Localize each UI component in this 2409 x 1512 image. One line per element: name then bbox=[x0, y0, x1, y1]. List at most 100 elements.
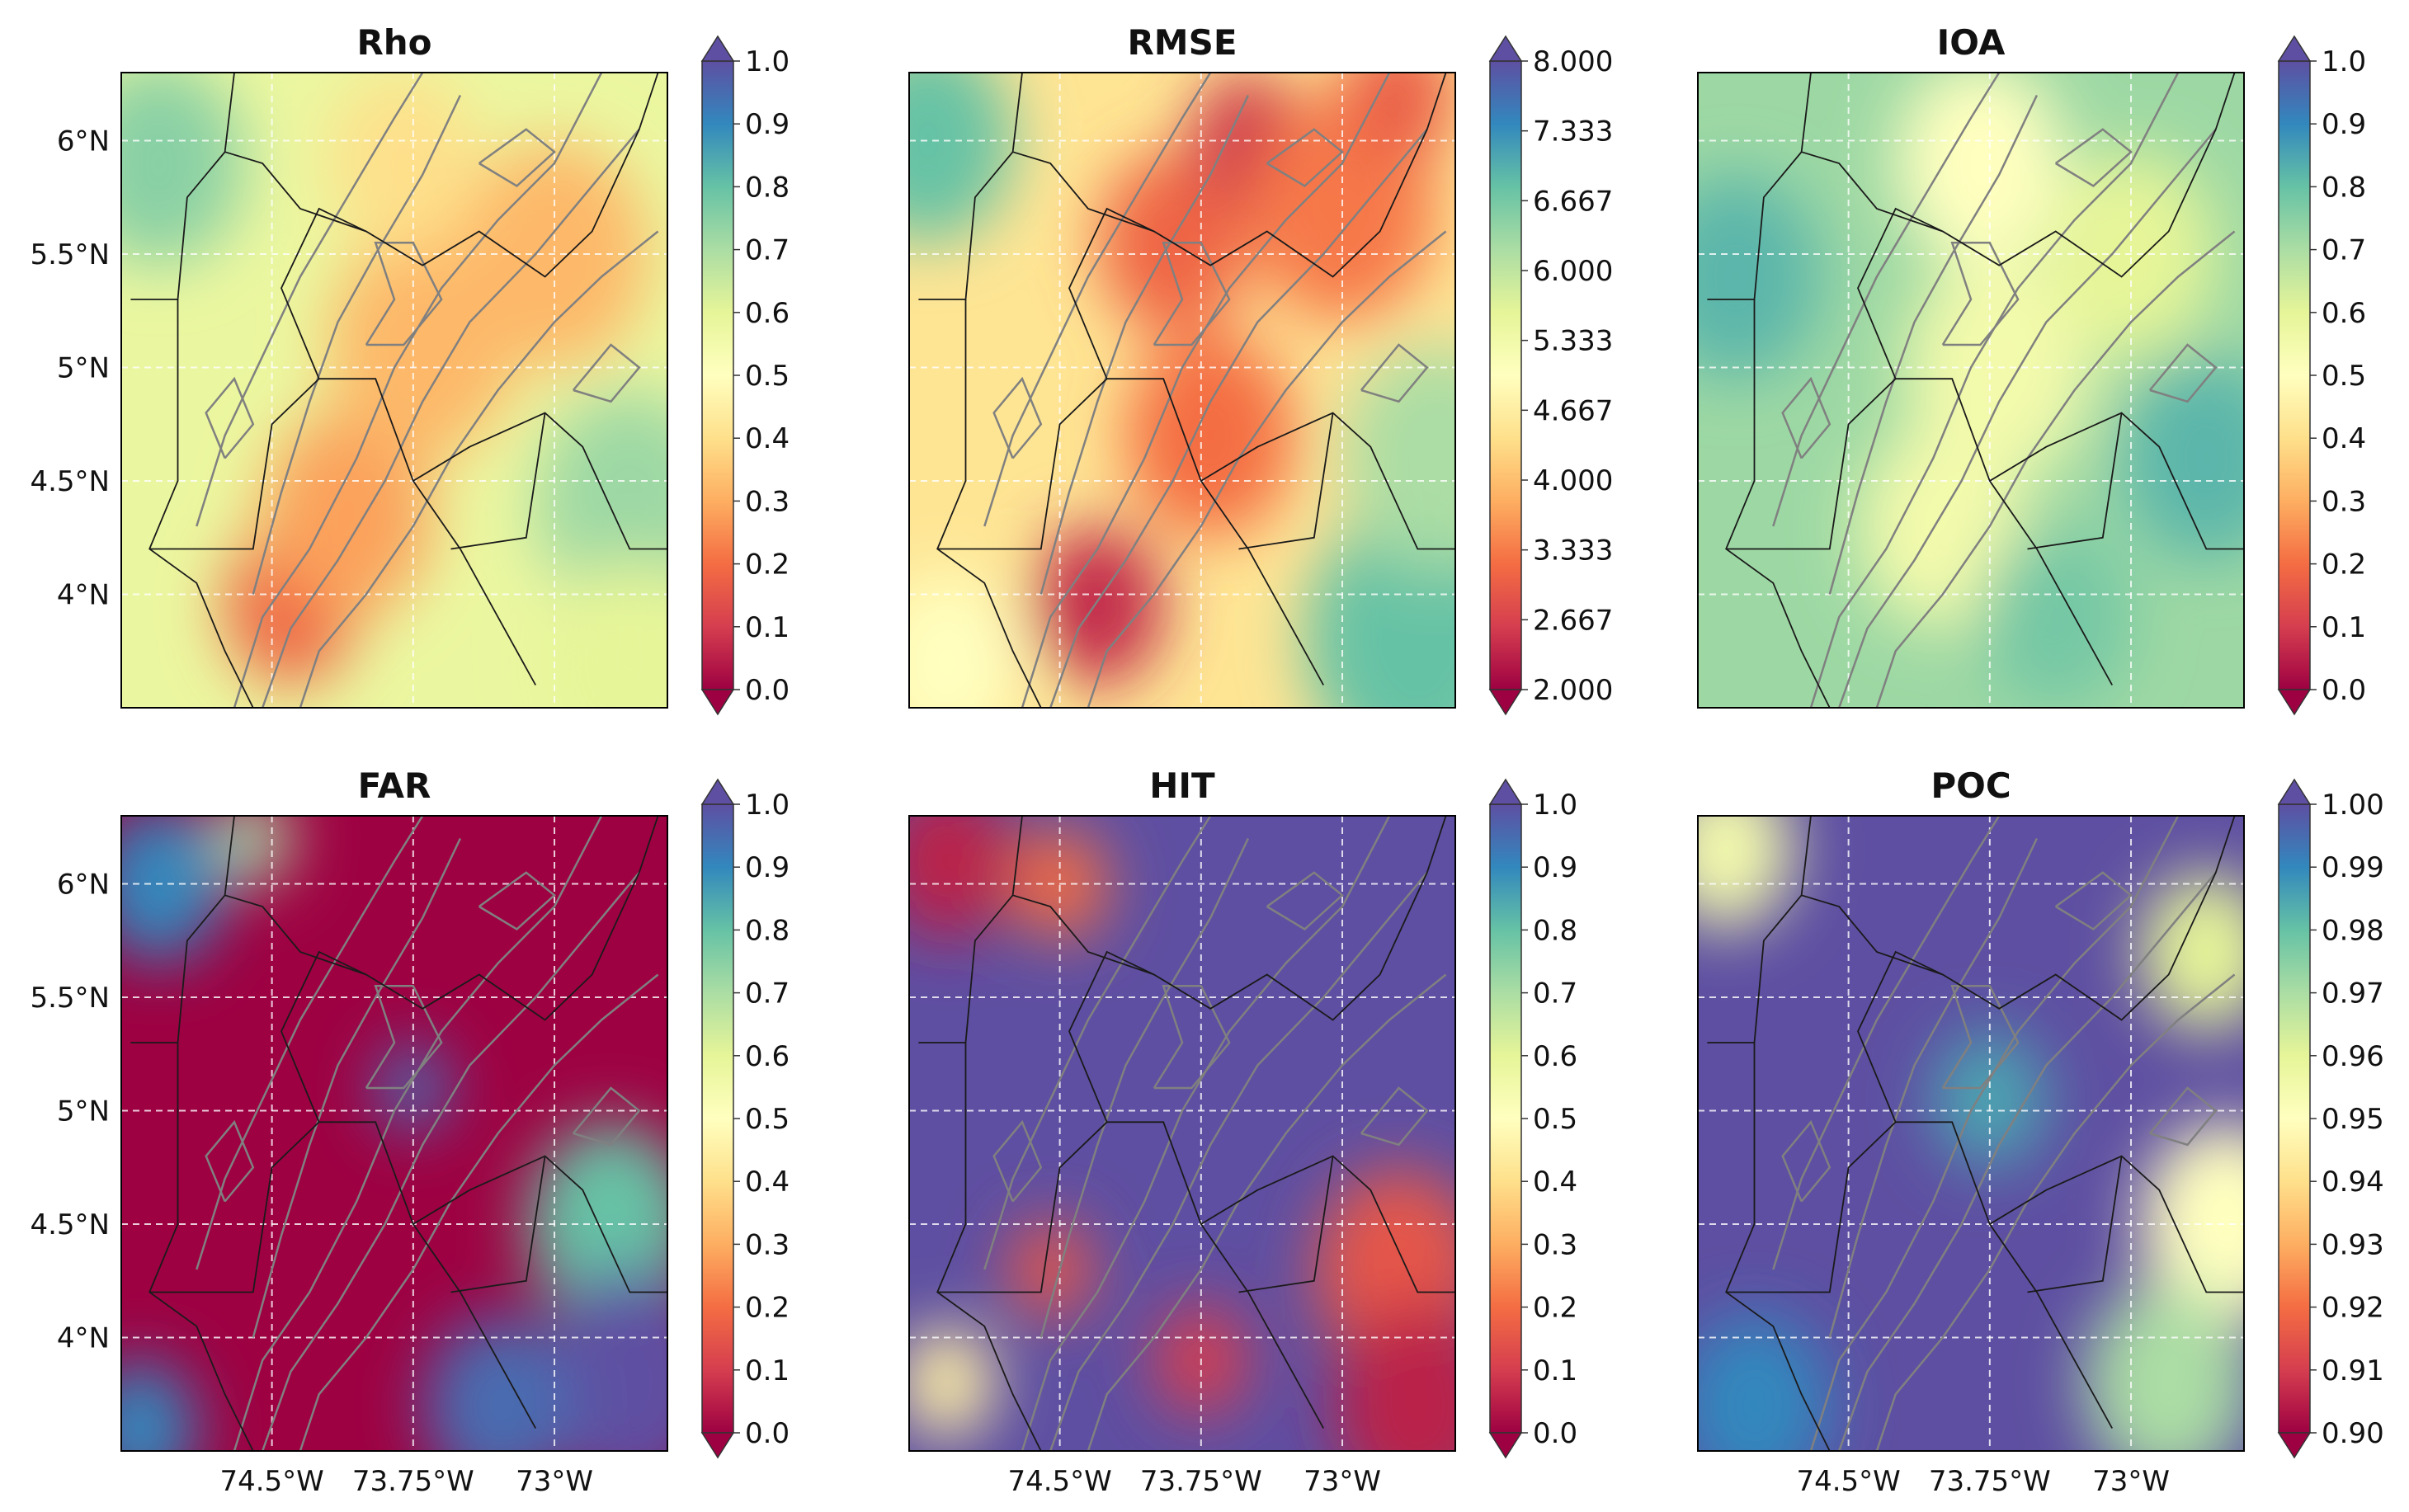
colorbar-tick-label: 0.8 bbox=[1533, 914, 1577, 947]
colorbar-tick-label: 0.90 bbox=[2322, 1417, 2384, 1450]
panel-title: HIT bbox=[1149, 765, 1215, 806]
axes-frame bbox=[120, 815, 668, 1452]
panel-title: FAR bbox=[358, 765, 431, 806]
colorbar-tick-label: 0.8 bbox=[745, 914, 790, 947]
colorbar-tick-label: 0.93 bbox=[2322, 1228, 2384, 1261]
colorbar-tick-label: 0.94 bbox=[2322, 1166, 2384, 1199]
terrain-contour bbox=[1809, 73, 2180, 708]
colorbar-tick-label: 0.2 bbox=[745, 1292, 790, 1325]
colorbar-tick-label: 0.91 bbox=[2322, 1354, 2384, 1387]
colorbar-tick-label: 0.2 bbox=[2322, 549, 2366, 582]
colorbar-tick-label: 0.0 bbox=[745, 674, 790, 707]
colorbar-tick-label: 0.4 bbox=[2322, 422, 2366, 455]
axes-frame bbox=[908, 72, 1456, 709]
colorbar-tick-label: 0.1 bbox=[1533, 1354, 1577, 1387]
colorbar-tick-label: 0.3 bbox=[745, 1228, 790, 1261]
terrain-contour bbox=[983, 73, 1212, 527]
terrain-contour bbox=[1838, 129, 2217, 708]
terrain-contour bbox=[252, 94, 462, 595]
field-anomaly bbox=[2121, 356, 2244, 561]
admin-border bbox=[918, 73, 1023, 300]
lat-tick-label: 6°N bbox=[57, 125, 110, 158]
terrain-contour bbox=[1049, 129, 1428, 708]
colorbar-tick-label: 0.6 bbox=[745, 297, 790, 330]
colorbar-tick-label: 4.667 bbox=[1533, 394, 1613, 427]
colorbar-tick-label: 8.000 bbox=[1533, 45, 1613, 78]
field-anomaly bbox=[121, 73, 244, 266]
field-anomaly bbox=[1342, 73, 1455, 163]
field-anomaly bbox=[1858, 424, 2028, 629]
colorbar-tick-label: 0.4 bbox=[1533, 1166, 1577, 1199]
colorbar-tick-label: 0.7 bbox=[745, 977, 790, 1010]
admin-border bbox=[1238, 1156, 1334, 1293]
admin-border bbox=[412, 1155, 667, 1293]
colorbar-tick-label: 0.0 bbox=[2322, 674, 2366, 707]
terrain-contour bbox=[1266, 128, 1344, 188]
colorbar-tick-label: 0.92 bbox=[2322, 1292, 2384, 1325]
colorbar-max-extend bbox=[2277, 778, 2312, 805]
lat-tick-label: 6°N bbox=[57, 869, 110, 902]
terrain-contour bbox=[365, 242, 443, 346]
colorbar-tick-label: 0.9 bbox=[745, 851, 790, 884]
colorbar-tick-label: 6.000 bbox=[1533, 255, 1613, 288]
lat-tick-label: 4.5°N bbox=[30, 1208, 110, 1241]
lat-tick-label: 5.5°N bbox=[30, 982, 110, 1015]
terrain-contour bbox=[2148, 343, 2218, 403]
colorbar-tick-label: 3.333 bbox=[1533, 535, 1613, 568]
lon-tick-label: 73°W bbox=[1304, 1465, 1381, 1498]
admin-border bbox=[148, 1043, 254, 1451]
admin-border bbox=[450, 1156, 546, 1293]
admin-border bbox=[148, 299, 254, 708]
admin-border bbox=[130, 816, 235, 1043]
axes-frame bbox=[1697, 72, 2245, 709]
colorbar-min-extend bbox=[2277, 689, 2312, 716]
colorbar-min-extend bbox=[1488, 1432, 1523, 1459]
colorbar-tick-label: 0.0 bbox=[745, 1417, 790, 1450]
lat-tick-label: 4.5°N bbox=[30, 465, 110, 498]
terrain-contour bbox=[1772, 816, 2001, 1270]
colorbar-tick-label: 0.3 bbox=[1533, 1228, 1577, 1261]
terrain-contour bbox=[1809, 816, 2180, 1451]
terrain-contour bbox=[1838, 872, 2217, 1451]
admin-border bbox=[1012, 73, 1447, 278]
colorbar-tick-label: 0.6 bbox=[745, 1040, 790, 1073]
terrain-contour bbox=[1021, 816, 1391, 1451]
field-anomaly bbox=[262, 412, 432, 617]
admin-border bbox=[412, 412, 667, 550]
admin-border bbox=[149, 378, 536, 685]
panel-poc: POC 74.5°W 73.75°W 73°W 1.00 0.99 0.98 0.97 0.96… bbox=[1697, 765, 2384, 1498]
field-anomaly bbox=[1698, 1315, 1830, 1451]
colorbar-tick-label: 0.1 bbox=[2322, 611, 2366, 644]
panel-title: RMSE bbox=[1127, 22, 1237, 63]
lon-tick-label: 73°W bbox=[516, 1465, 593, 1498]
admin-border bbox=[936, 299, 1042, 708]
terrain-contour bbox=[233, 816, 603, 1451]
terrain-contour bbox=[1772, 73, 2001, 527]
colorbar-min-extend bbox=[700, 689, 735, 716]
field-anomaly bbox=[2140, 1122, 2244, 1326]
panel-hit: HIT 74.5°W 73.75°W 73°W 1.0 0.9 0.8 0.7 0.6 0.5 0.… bbox=[908, 765, 1577, 1498]
field-anomaly bbox=[909, 73, 1013, 243]
colorbar-max-extend bbox=[700, 778, 735, 805]
colorbar-tick-label: 1.00 bbox=[2322, 789, 2384, 822]
terrain-contour bbox=[1021, 73, 1391, 708]
lat-tick-label: 4°N bbox=[57, 1322, 110, 1355]
colorbar: 1.0 0.9 0.8 0.7 0.6 0.5 0.4 0.3 0.2 0.1 0.0 bbox=[700, 778, 790, 1459]
terrain-contour bbox=[1941, 242, 2020, 346]
admin-border bbox=[937, 378, 1324, 685]
lon-tick-label: 73.75°W bbox=[1929, 1465, 2051, 1498]
colorbar-tick-label: 4.000 bbox=[1533, 464, 1613, 497]
terrain-contour bbox=[2148, 1086, 2218, 1147]
admin-border bbox=[1200, 412, 1455, 550]
field-anomaly bbox=[1698, 174, 1821, 379]
terrain-contour bbox=[2054, 128, 2133, 188]
colorbar: 1.0 0.9 0.8 0.7 0.6 0.5 0.4 0.3 0.2 0.1 0.0 bbox=[1488, 778, 1577, 1459]
terrain-contour bbox=[196, 73, 424, 527]
colorbar-max-extend bbox=[1488, 35, 1523, 62]
admin-border bbox=[1725, 299, 1831, 708]
terrain-contour bbox=[196, 816, 424, 1270]
lon-tick-label: 73.75°W bbox=[352, 1465, 474, 1498]
terrain-contour bbox=[992, 1119, 1043, 1203]
admin-border bbox=[1857, 950, 1944, 1123]
